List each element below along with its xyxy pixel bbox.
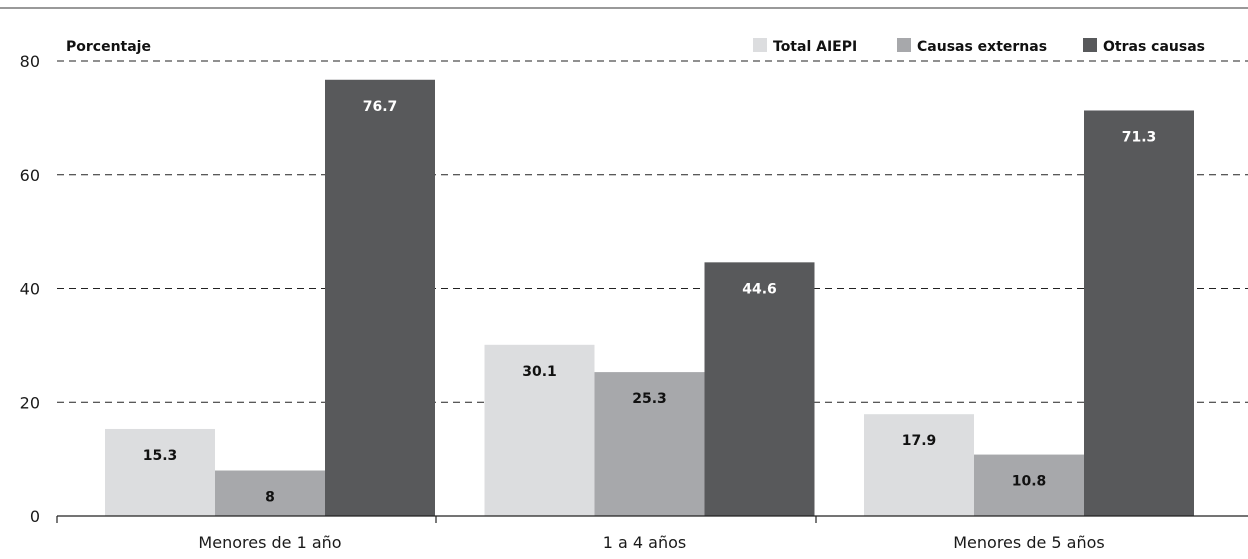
y-tick-label: 0 [30, 507, 40, 526]
legend-label: Causas externas [917, 39, 1047, 55]
data-label: 30.1 [522, 364, 557, 380]
data-label: 25.3 [632, 391, 667, 407]
x-category-label: Menores de 1 año [198, 533, 341, 552]
bar [1084, 110, 1194, 516]
bar [325, 79, 435, 517]
y-tick-label: 20 [20, 393, 40, 412]
x-category-labels: Menores de 1 año 1 a 4 años Menores de 5 a… [198, 533, 1104, 552]
grid-lines [57, 60, 1248, 403]
axes [56, 515, 1248, 523]
value-labels: 15.3 8 76.7 30.1 25.3 44.6 17.9 10.8 71.3 [143, 99, 1157, 506]
legend-label: Otras causas [1103, 39, 1205, 55]
y-tick-label: 40 [20, 280, 40, 299]
y-tick-label: 60 [20, 166, 40, 185]
bars [105, 79, 1194, 517]
x-category-label: 1 a 4 años [603, 533, 687, 552]
bar [704, 262, 815, 516]
data-label: 10.8 [1012, 474, 1047, 490]
data-label: 17.9 [902, 433, 937, 449]
y-tick-labels: 0 20 40 60 80 [20, 52, 40, 526]
legend-swatch [897, 38, 911, 52]
y-tick-label: 80 [20, 52, 40, 71]
legend-swatch [753, 38, 767, 52]
legend-label: Total AIEPI [773, 39, 857, 55]
bar [484, 344, 595, 516]
data-label: 8 [265, 490, 275, 506]
legend: Total AIEPI Causas externas Otras causas [753, 38, 1205, 55]
data-label: 15.3 [143, 448, 178, 464]
bar [215, 470, 325, 516]
legend-swatch [1083, 38, 1097, 52]
bar [594, 372, 705, 516]
data-label: 76.7 [363, 99, 398, 115]
bar [864, 414, 974, 516]
x-category-label: Menores de 5 años [953, 533, 1105, 552]
bar [974, 454, 1084, 516]
data-label: 71.3 [1122, 129, 1157, 145]
y-axis-label: Porcentaje [66, 39, 151, 55]
bar [105, 428, 215, 516]
data-label: 44.6 [742, 281, 777, 297]
